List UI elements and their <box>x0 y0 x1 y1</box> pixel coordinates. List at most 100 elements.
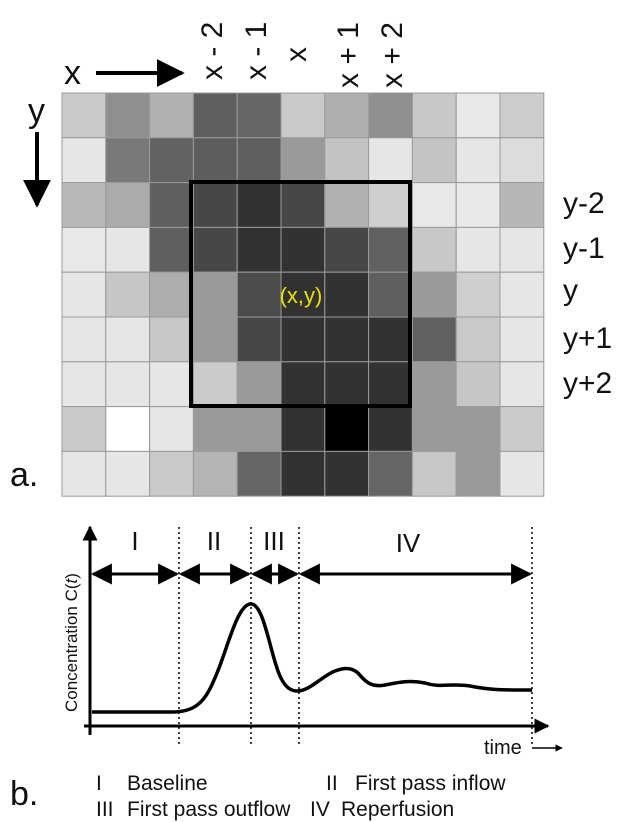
pixel-cell-r8-c8 <box>411 450 457 497</box>
row-label-y-minus-1: y-1 <box>563 232 605 265</box>
center-pixel-label: (x,y) <box>280 283 323 308</box>
pixel-cell-r8-c0 <box>61 450 107 497</box>
concentration-axis-label: Concentration C(t) <box>62 573 81 712</box>
x-axis-label: x <box>64 54 81 92</box>
pixel-cell-r2-c8 <box>411 182 457 228</box>
pixel-cell-r6-c3 <box>192 361 238 408</box>
time-axis-label: time <box>484 737 522 759</box>
pixel-cell-r6-c9 <box>455 361 501 408</box>
pixel-cell-r4-c8 <box>411 271 457 318</box>
pixel-cell-r4-c3 <box>192 271 238 318</box>
pixel-cell-r7-c2 <box>149 406 194 452</box>
panel-b: I II III IV Concentration C(t) time b. I… <box>10 525 563 821</box>
pixel-cell-r1-c1 <box>105 137 151 184</box>
column-label-x: x <box>280 47 313 62</box>
phase-numeral-I: I <box>131 526 138 556</box>
pixel-cell-r6-c1 <box>105 361 151 408</box>
pixel-cell-r3-c4 <box>236 226 282 273</box>
row-label-y: y <box>563 274 578 307</box>
column-label-x-minus-1: x - 1 <box>240 22 273 80</box>
pixel-cell-r8-c6 <box>324 450 370 497</box>
pixel-cell-r7-c1 <box>105 406 151 452</box>
pixel-cell-r0-c9 <box>455 92 501 139</box>
pixel-cell-r1-c2 <box>149 137 194 184</box>
pixel-cell-r4-c4 <box>236 271 282 318</box>
pixel-cell-r7-c6 <box>324 406 370 452</box>
pixel-cell-r3-c10 <box>499 226 545 273</box>
row-label-y-minus-2: y-2 <box>563 187 605 220</box>
pixel-cell-r2-c4 <box>236 182 282 228</box>
pixel-cell-r4-c6 <box>324 271 370 318</box>
pixel-cell-r0-c10 <box>499 92 545 139</box>
pixel-cell-r1-c5 <box>280 137 326 184</box>
pixel-cell-r0-c4 <box>236 92 282 139</box>
pixel-cell-r0-c6 <box>324 92 370 139</box>
legend-name-first-pass-inflow: First pass inflow <box>355 772 506 795</box>
pixel-cell-r7-c5 <box>280 406 326 452</box>
column-label-x-plus-1: x + 1 <box>332 22 365 88</box>
pixel-cell-r1-c4 <box>236 137 282 184</box>
pixel-cell-r3-c3 <box>192 226 238 273</box>
pixel-cell-r5-c8 <box>411 316 457 363</box>
pixel-cell-r2-c2 <box>149 182 194 228</box>
pixel-cell-r6-c2 <box>149 361 194 408</box>
pixel-cell-r2-c7 <box>368 182 413 228</box>
pixel-cell-r5-c5 <box>280 316 326 363</box>
pixel-cell-r4-c1 <box>105 271 151 318</box>
pixel-cell-r8-c2 <box>149 450 194 497</box>
pixel-cell-r7-c10 <box>499 406 545 452</box>
pixel-cell-r8-c3 <box>192 450 238 497</box>
pixel-cell-r3-c5 <box>280 226 326 273</box>
pixel-cell-r5-c3 <box>192 316 238 363</box>
legend-name-first-pass-outflow: First pass outflow <box>127 798 291 821</box>
column-label-x-minus-2: x - 2 <box>196 22 229 80</box>
pixel-cell-r3-c8 <box>411 226 457 273</box>
y-axis-label: y <box>28 92 45 130</box>
pixel-cell-r1-c0 <box>61 137 107 184</box>
legend-numeral-IV: IV <box>310 798 330 821</box>
neighborhood-box <box>189 180 412 408</box>
pixel-grid <box>61 92 545 497</box>
pixel-cell-r4-c10 <box>499 271 545 318</box>
pixel-cell-r0-c1 <box>105 92 151 139</box>
pixel-cell-r5-c9 <box>455 316 501 363</box>
pixel-cell-r4-c5 <box>280 271 326 318</box>
legend-numeral-I: I <box>96 772 102 795</box>
pixel-cell-r3-c6 <box>324 226 370 273</box>
phase-numeral-II: II <box>207 526 221 556</box>
legend-numeral-II: II <box>326 772 338 795</box>
pixel-cell-r4-c9 <box>455 271 501 318</box>
pixel-cell-r3-c7 <box>368 226 413 273</box>
pixel-cell-r8-c7 <box>368 450 413 497</box>
pixel-cell-r2-c6 <box>324 182 370 228</box>
column-label-x-plus-2: x + 2 <box>376 22 409 88</box>
legend-name-reperfusion: Reperfusion <box>341 798 454 821</box>
pixel-cell-r5-c1 <box>105 316 151 363</box>
pixel-cell-r2-c3 <box>192 182 238 228</box>
pixel-cell-r6-c6 <box>324 361 370 408</box>
pixel-cell-r6-c0 <box>61 361 107 408</box>
legend-numeral-III: III <box>96 798 114 821</box>
pixel-cell-r4-c2 <box>149 271 194 318</box>
pixel-cell-r1-c3 <box>192 137 238 184</box>
pixel-cell-r3-c2 <box>149 226 194 273</box>
phase-numeral-III: III <box>263 526 285 556</box>
row-label-y-plus-2: y+2 <box>563 367 612 400</box>
pixel-cell-r3-c1 <box>105 226 151 273</box>
panel-a-label: a. <box>10 456 38 494</box>
pixel-cell-r0-c3 <box>192 92 238 139</box>
pixel-cell-r8-c9 <box>455 450 501 497</box>
pixel-cell-r6-c7 <box>368 361 413 408</box>
pixel-cell-r8-c5 <box>280 450 326 497</box>
concentration-curve <box>92 602 533 714</box>
pixel-cell-r4-c7 <box>368 271 413 318</box>
pixel-cell-r7-c7 <box>368 406 413 452</box>
pixel-cell-r3-c0 <box>61 226 107 273</box>
pixel-cell-r3-c9 <box>455 226 501 273</box>
pixel-cell-r5-c6 <box>324 316 370 363</box>
phase-numeral-IV: IV <box>396 528 421 558</box>
pixel-cell-r1-c6 <box>324 137 370 184</box>
panel-b-label: b. <box>10 775 38 813</box>
pixel-cell-r5-c10 <box>499 316 545 363</box>
